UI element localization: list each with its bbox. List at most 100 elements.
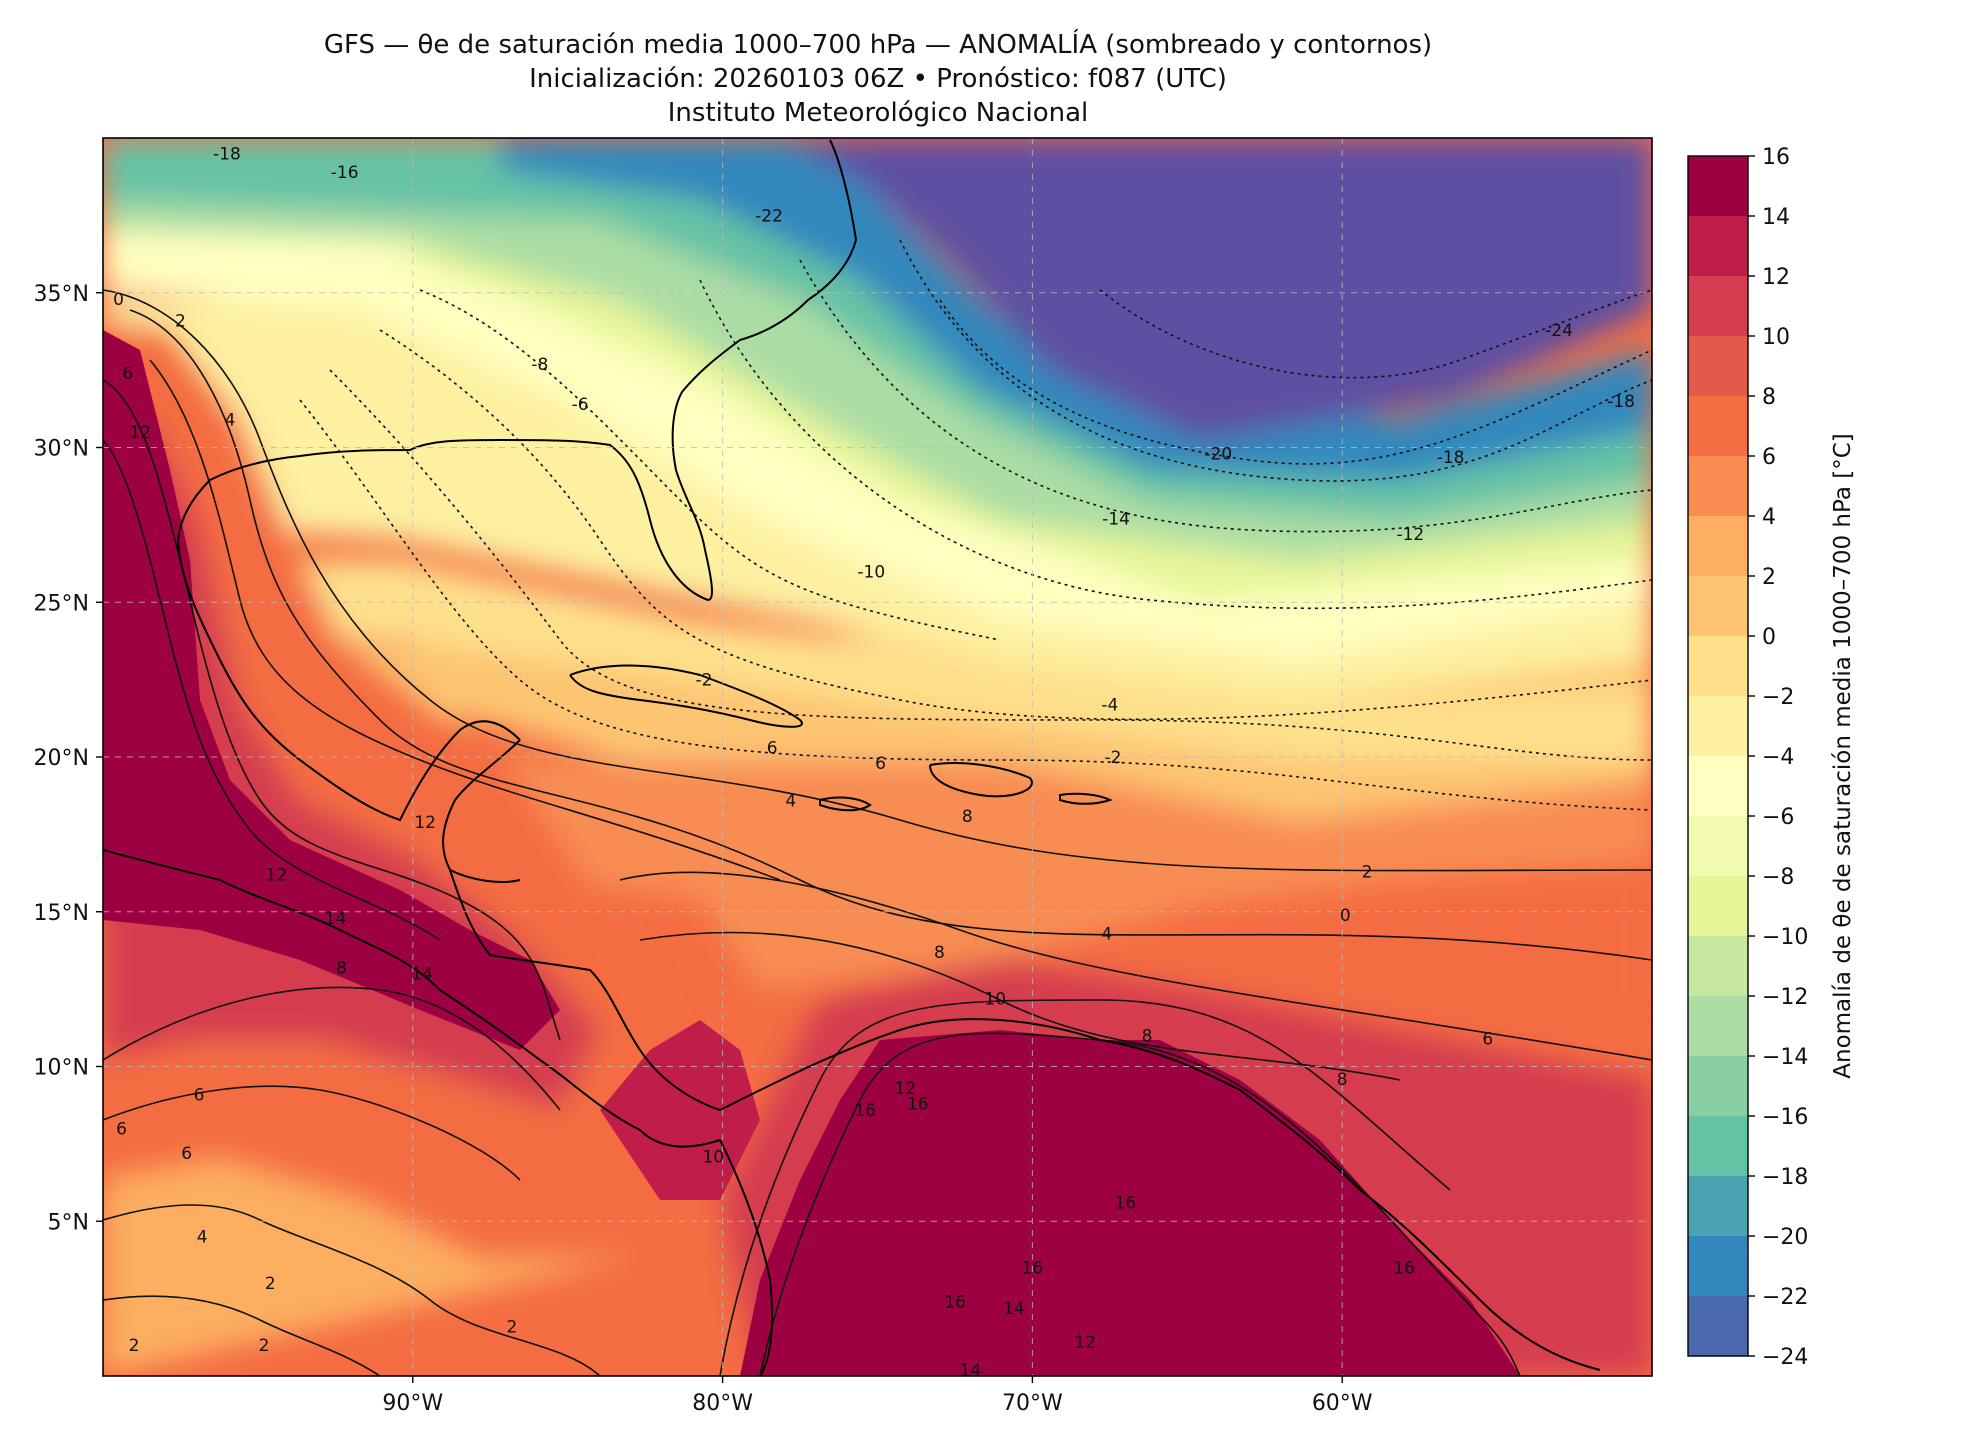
contour-2-pacific [103, 1295, 381, 1376]
contour-label: -20 [1204, 445, 1232, 465]
contour-label: 16 [1022, 1259, 1044, 1279]
contour-neg-24 [1099, 289, 1652, 379]
colorbar-tick-label: −10 [1762, 925, 1808, 950]
colorbar-swatch [1688, 756, 1748, 817]
contour-label: 2 [265, 1274, 276, 1294]
coastline-south-america-caribbean [719, 1018, 1601, 1371]
contour-label: 2 [507, 1317, 518, 1337]
anomaly-contours [103, 239, 1652, 1376]
contour-neg-6 [379, 329, 1652, 721]
colorbar: 16 14 12 10 8 6 4 2 0 −2 −4 −6 −8 −10 −12 −14 −16 −18 −20 −… [1687, 145, 1856, 1370]
contour-12-sa [719, 999, 1451, 1376]
contour-2 [129, 309, 1652, 961]
anomaly-field-shading [103, 138, 1652, 1376]
map-subtitle-run: Inicialización: 20260103 06Z • Pronóstic… [529, 64, 1227, 94]
colorbar-tick-label: −2 [1762, 685, 1794, 710]
coastlines [103, 139, 1601, 1376]
colorbar-swatch [1688, 456, 1748, 517]
colorbar-swatch [1688, 936, 1748, 997]
lon-tick-label: 60°W [1312, 1391, 1373, 1416]
contour-label: 16 [854, 1101, 876, 1121]
colorbar-swatch [1688, 336, 1748, 397]
colorbar-tick-label: −16 [1762, 1105, 1808, 1130]
field-hot-colombia [600, 1020, 760, 1200]
coastline-yucatan [442, 739, 521, 883]
colorbar-swatch [1688, 636, 1748, 697]
coastline-cuba [569, 664, 803, 728]
contour-label: 2 [1362, 863, 1373, 883]
map-title: GFS — θe de saturación media 1000–700 hP… [323, 30, 1433, 60]
contour-label: -18 [1437, 448, 1465, 468]
contour-label: -14 [1102, 510, 1130, 530]
contour-label: 6 [194, 1085, 205, 1105]
field-band-cold-4 [103, 170, 1652, 560]
contour-label: -10 [857, 562, 885, 582]
contour-label: 10 [702, 1147, 724, 1167]
contour-12-mexico [103, 379, 561, 1041]
colorbar-tick-label: −24 [1762, 1345, 1808, 1370]
colorbar-swatches [1688, 156, 1748, 1357]
colorbar-swatch [1688, 1296, 1748, 1357]
contour-0 [103, 289, 1652, 872]
coastline-us-east [671, 139, 858, 601]
colorbar-tick-label: −22 [1762, 1285, 1808, 1310]
contour-8-pacific [103, 986, 561, 1111]
contour-label: 8 [934, 943, 945, 963]
contour-label: 4 [197, 1228, 208, 1248]
contour-label: 0 [1340, 906, 1351, 926]
colorbar-tick-label: −4 [1762, 745, 1794, 770]
colorbar-swatch [1688, 1116, 1748, 1177]
coastline-mexico-pacific [103, 849, 721, 1148]
contour-label: -8 [531, 355, 548, 375]
colorbar-tick-label: 14 [1762, 205, 1790, 230]
colorbar-tick-label: −12 [1762, 985, 1808, 1010]
contour-neg-2 [299, 399, 1652, 811]
colorbar-swatch [1688, 576, 1748, 637]
contour-label: -12 [1396, 525, 1424, 545]
contour-label: 16 [1393, 1259, 1415, 1279]
colorbar-swatch [1688, 516, 1748, 577]
colorbar-swatch [1688, 216, 1748, 277]
latitude-axis: 35°N 30°N 25°N 20°N 15°N 10°N 5°N [34, 282, 103, 1235]
colorbar-swatch [1688, 156, 1748, 217]
colorbar-tick-label: −14 [1762, 1045, 1808, 1070]
contour-label: 0 [113, 290, 124, 310]
contour-label: 12 [1074, 1333, 1096, 1353]
contour-label: 6 [875, 754, 886, 774]
coastline-puerto-rico [1059, 792, 1113, 805]
contour-neg-18 [899, 239, 1652, 482]
contour-label: 6 [1482, 1030, 1493, 1050]
contour-neg-14 [799, 259, 1652, 533]
colorbar-tick-label: 6 [1762, 445, 1776, 470]
colorbar-tick-label: −18 [1762, 1165, 1808, 1190]
contour-label: 16 [1115, 1194, 1137, 1214]
colorbar-swatch [1688, 816, 1748, 877]
contour-6-caribbean [619, 871, 1652, 1061]
longitude-axis: 90°W 80°W 70°W 60°W [382, 1376, 1373, 1416]
coastline-mexico-gulf [177, 539, 521, 822]
colorbar-tick-label: 4 [1762, 505, 1776, 530]
coastline-florida-gulf [177, 439, 709, 601]
contour-label: 12 [266, 866, 288, 886]
colorbar-swatch [1688, 1236, 1748, 1297]
contour-8-caribbean [639, 931, 1401, 1081]
contour-label: -18 [213, 144, 241, 164]
lat-tick-label: 20°N [34, 746, 89, 771]
coastline-central-america-caribbean [449, 869, 721, 1111]
contour-label: 14 [411, 965, 433, 985]
contour-label: 14 [960, 1361, 982, 1381]
colorbar-tick-label: 0 [1762, 625, 1776, 650]
lat-tick-label: 10°N [34, 1056, 89, 1081]
field-band-coldest [780, 138, 1652, 440]
contour-4-pacific [103, 1204, 601, 1376]
lat-tick-label: 35°N [34, 282, 89, 307]
contour-label: 4 [225, 411, 236, 431]
contour-label: 2 [259, 1336, 270, 1356]
colorbar-tick-label: 10 [1762, 325, 1790, 350]
colorbar-tick-label: −8 [1762, 865, 1794, 890]
gridlines [103, 138, 1652, 1376]
contour-label: 2 [129, 1336, 140, 1356]
lat-tick-label: 30°N [34, 437, 89, 462]
